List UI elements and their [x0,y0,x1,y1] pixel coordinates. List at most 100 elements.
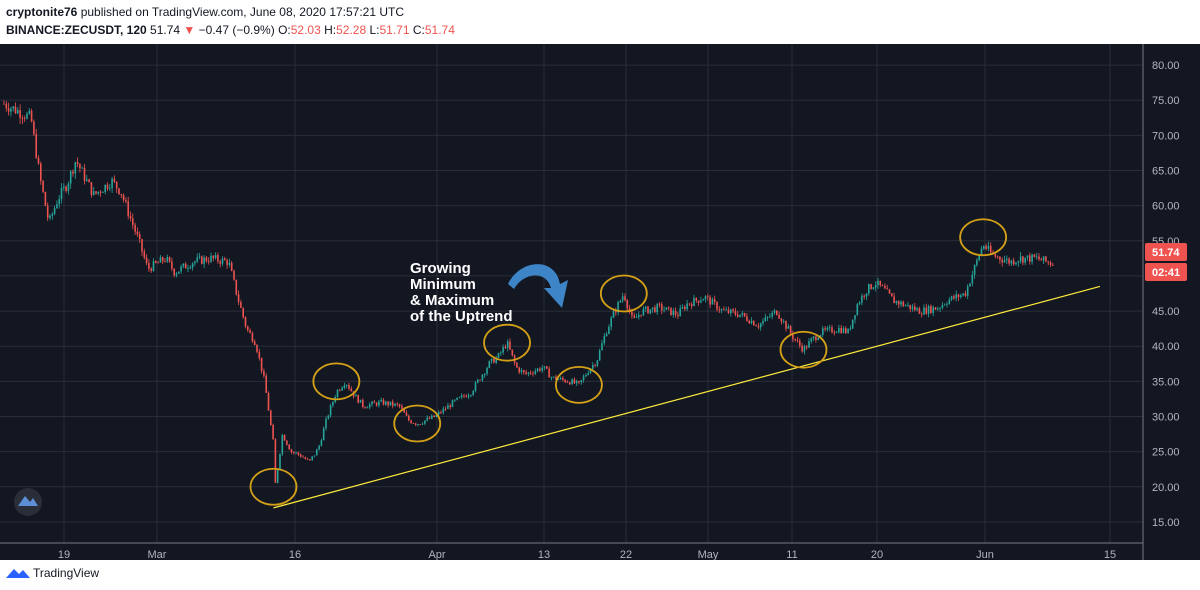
candle-body [748,320,750,324]
candle-body [410,420,412,424]
candle-body [962,293,964,296]
candle-body [1015,262,1017,265]
candle-body [203,257,205,264]
candle-body [854,315,856,320]
candle-body [1029,255,1031,262]
candle-body [909,304,911,310]
candle-body [405,412,408,416]
candle-body [870,284,872,289]
candle-body [612,311,615,318]
candle-body [884,285,886,289]
candle-body [30,110,33,122]
candle-body [322,428,325,441]
candle-body [247,326,249,331]
candle-body [329,405,332,416]
candle-body [824,328,826,330]
candle-body [1012,260,1015,265]
candle-body [755,325,757,327]
chart-area[interactable]: Growing Minimum & Maximum of the Uptrend 15… [0,44,1200,561]
candle-body [129,215,132,219]
candle-body [414,423,417,425]
candle-body [279,453,281,470]
candle-body [161,257,164,262]
footer-brand[interactable]: TradingView [33,566,100,580]
candle-body [594,364,596,366]
candle-body [132,218,134,225]
candle-body [219,261,221,264]
candle-body [527,372,530,374]
candle-body [575,381,578,384]
candle-body [684,307,686,310]
candle-body [260,357,263,372]
candle-body [987,245,990,249]
candle-body [417,424,419,425]
candle-body [725,309,727,311]
candle-body [26,113,28,119]
candle-body [596,360,599,366]
candle-body [1006,258,1008,261]
candle-body [805,346,808,348]
y-tick-label: 40.00 [1152,341,1180,353]
candle-body [826,327,829,330]
candle-body [60,187,63,200]
highlight-circle [599,274,648,313]
x-tick-label: 19 [58,549,70,560]
candle-body [953,296,955,299]
candle-body [888,289,891,294]
last-price-tag: 51.74 [1145,243,1187,261]
candle-body [371,401,373,405]
last-price-tag-text: 51.74 [1152,247,1180,259]
candle-body [449,405,451,408]
candle-body [925,307,928,314]
candle-body [221,258,224,264]
candle-body [955,294,957,299]
candle-body [785,321,787,329]
candle-body [603,336,606,344]
candle-body [311,456,313,461]
x-tick-label: May [698,549,719,560]
candle-body [764,317,767,321]
candle-body [858,302,861,305]
candle-body [778,314,780,319]
footer: TradingView [0,560,1200,590]
candle-body [175,273,178,276]
symbol-label: BINANCE:ZECUSDT, 120 [6,23,147,37]
candle-body [810,338,813,342]
candle-body [739,314,741,317]
candle-body [780,318,783,322]
candle-body [923,307,925,315]
candle-body [566,382,569,383]
annotation-line: of the Uptrend [410,308,513,325]
candle-body [493,358,495,363]
author-name[interactable]: cryptonite76 [6,5,78,19]
candle-body [782,321,785,322]
candle-body [734,311,737,315]
candle-body [582,376,585,381]
candle-body [150,268,152,271]
candle-body [79,163,81,169]
candle-body [978,255,980,261]
candle-body [267,392,270,411]
x-tick-label: 16 [289,549,301,560]
highlight-circle [959,218,1008,257]
close-label: C: [412,23,425,37]
y-tick-label: 35.00 [1152,376,1180,388]
candle-body [83,167,86,181]
candle-body [168,257,171,262]
publish-line: cryptonite76 published on TradingView.co… [6,5,404,19]
candle-body [529,372,532,374]
candle-body [1049,262,1052,265]
candle-body [23,118,26,120]
publish-info: published on TradingView.com, June 08, 2… [77,5,405,19]
candle-body [217,255,219,262]
candle-body [454,399,456,401]
candle-body [585,374,587,377]
candle-body [817,338,819,341]
candle-body [115,181,118,189]
candle-body [63,186,65,188]
candle-body [1008,258,1010,264]
tradingview-logo-icon[interactable] [6,566,30,580]
candle-body [447,405,449,409]
candle-body [1010,260,1013,264]
